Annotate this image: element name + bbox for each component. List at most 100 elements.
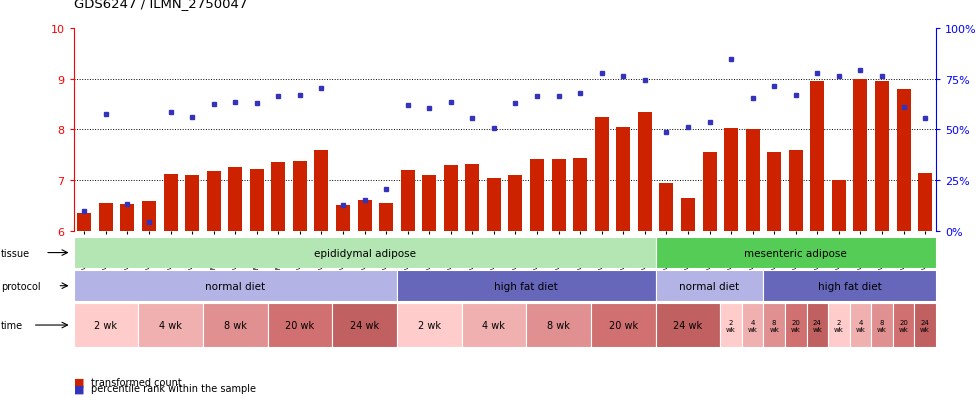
Text: 4
wk: 4 wk bbox=[856, 319, 865, 332]
Bar bbox=[509, 176, 522, 231]
Bar bbox=[466, 164, 479, 231]
Bar bbox=[268, 304, 332, 347]
Bar bbox=[681, 198, 695, 231]
Bar bbox=[854, 79, 867, 231]
Bar bbox=[832, 180, 846, 231]
Bar bbox=[530, 159, 544, 231]
Bar bbox=[397, 304, 462, 347]
Text: mesenteric adipose: mesenteric adipose bbox=[745, 248, 847, 258]
Bar bbox=[74, 237, 656, 268]
Text: 24 wk: 24 wk bbox=[673, 320, 703, 330]
Bar bbox=[893, 304, 914, 347]
Bar bbox=[336, 206, 350, 231]
Bar bbox=[656, 304, 720, 347]
Text: ■: ■ bbox=[74, 377, 84, 387]
Text: high fat diet: high fat diet bbox=[817, 281, 882, 291]
Text: 4 wk: 4 wk bbox=[482, 320, 506, 330]
Bar bbox=[897, 90, 910, 231]
Bar bbox=[185, 176, 199, 231]
Text: high fat diet: high fat diet bbox=[494, 281, 559, 291]
Text: 24
wk: 24 wk bbox=[812, 319, 822, 332]
Bar bbox=[74, 271, 397, 301]
Text: 24
wk: 24 wk bbox=[920, 319, 930, 332]
Bar bbox=[99, 204, 113, 231]
Bar bbox=[871, 304, 893, 347]
Bar bbox=[638, 112, 652, 231]
Bar bbox=[487, 178, 501, 231]
Bar bbox=[203, 304, 268, 347]
Bar bbox=[703, 153, 716, 231]
Text: epididymal adipose: epididymal adipose bbox=[314, 248, 416, 258]
Bar bbox=[552, 159, 565, 231]
Text: 4 wk: 4 wk bbox=[159, 320, 182, 330]
Bar bbox=[228, 168, 242, 231]
Text: 2
wk: 2 wk bbox=[834, 319, 844, 332]
Bar bbox=[526, 304, 591, 347]
Text: protocol: protocol bbox=[1, 281, 40, 291]
Bar bbox=[315, 150, 328, 231]
Bar bbox=[875, 82, 889, 231]
Bar bbox=[293, 161, 307, 231]
Bar bbox=[379, 204, 393, 231]
Text: 4
wk: 4 wk bbox=[748, 319, 758, 332]
Bar bbox=[810, 82, 824, 231]
Text: ■: ■ bbox=[74, 383, 84, 393]
Text: percentile rank within the sample: percentile rank within the sample bbox=[91, 383, 256, 393]
Text: transformed count: transformed count bbox=[91, 377, 182, 387]
Text: normal diet: normal diet bbox=[679, 281, 740, 291]
Bar bbox=[742, 304, 763, 347]
Bar bbox=[138, 304, 203, 347]
Text: normal diet: normal diet bbox=[205, 281, 266, 291]
Text: 20 wk: 20 wk bbox=[609, 320, 638, 330]
Text: 8
wk: 8 wk bbox=[769, 319, 779, 332]
Bar bbox=[332, 304, 397, 347]
Bar bbox=[397, 271, 656, 301]
Bar bbox=[807, 304, 828, 347]
Bar bbox=[121, 205, 134, 231]
Bar bbox=[271, 163, 285, 231]
Bar bbox=[656, 237, 936, 268]
Text: 8 wk: 8 wk bbox=[223, 320, 247, 330]
Bar bbox=[720, 304, 742, 347]
Bar bbox=[616, 128, 630, 231]
Bar bbox=[207, 171, 220, 231]
Bar bbox=[785, 304, 807, 347]
Text: GDS6247 / ILMN_2750047: GDS6247 / ILMN_2750047 bbox=[74, 0, 247, 10]
Text: 8
wk: 8 wk bbox=[877, 319, 887, 332]
Text: time: time bbox=[1, 320, 24, 330]
Bar bbox=[767, 153, 781, 231]
Bar bbox=[164, 175, 177, 231]
Bar bbox=[462, 304, 526, 347]
Bar bbox=[422, 176, 436, 231]
Bar bbox=[918, 173, 932, 231]
Text: 2 wk: 2 wk bbox=[94, 320, 118, 330]
Bar bbox=[850, 304, 871, 347]
Bar bbox=[358, 201, 371, 231]
Bar bbox=[763, 304, 785, 347]
Text: tissue: tissue bbox=[1, 248, 30, 258]
Bar bbox=[591, 304, 656, 347]
Text: 20
wk: 20 wk bbox=[899, 319, 908, 332]
Text: 2 wk: 2 wk bbox=[417, 320, 441, 330]
Bar bbox=[401, 171, 415, 231]
Bar bbox=[724, 129, 738, 231]
Bar bbox=[444, 166, 458, 231]
Text: 8 wk: 8 wk bbox=[547, 320, 570, 330]
Bar bbox=[74, 304, 138, 347]
Bar bbox=[828, 304, 850, 347]
Text: 24 wk: 24 wk bbox=[350, 320, 379, 330]
Bar bbox=[746, 130, 760, 231]
Text: 20 wk: 20 wk bbox=[285, 320, 315, 330]
Text: 2
wk: 2 wk bbox=[726, 319, 736, 332]
Bar bbox=[914, 304, 936, 347]
Bar bbox=[573, 159, 587, 231]
Bar bbox=[250, 170, 264, 231]
Bar bbox=[77, 214, 91, 231]
Bar bbox=[656, 271, 763, 301]
Bar bbox=[660, 183, 673, 231]
Text: 20
wk: 20 wk bbox=[791, 319, 801, 332]
Bar bbox=[595, 117, 609, 231]
Bar bbox=[763, 271, 936, 301]
Bar bbox=[142, 202, 156, 231]
Bar bbox=[789, 150, 803, 231]
